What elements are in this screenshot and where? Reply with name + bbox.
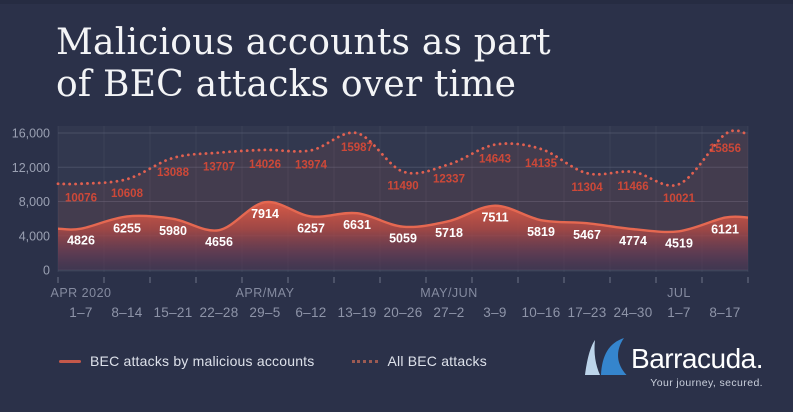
data-label-all-bec: 13088 [157, 167, 190, 179]
x-axis-group-label: JUL [667, 286, 691, 300]
data-label-malicious: 5059 [389, 232, 417, 246]
data-label-malicious: 6255 [113, 221, 141, 235]
solid-line-swatch-icon [59, 359, 81, 363]
x-axis-category-label: 1–7 [667, 305, 690, 320]
legend-label: All BEC attacks [387, 353, 487, 369]
legend-label: BEC attacks by malicious accounts [90, 353, 315, 369]
legend-item-malicious-accounts: BEC attacks by malicious accounts [59, 353, 314, 369]
x-axis-category-label: 8–14 [111, 305, 142, 320]
x-axis-category-label: 13–19 [337, 305, 376, 320]
data-label-malicious: 5819 [527, 225, 555, 239]
data-label-all-bec: 11490 [387, 181, 418, 193]
y-axis-tick-label: 8,000 [19, 195, 50, 209]
data-label-malicious: 4826 [67, 234, 95, 248]
x-axis-category-label: 24–30 [613, 305, 652, 320]
data-label-malicious: 7914 [251, 207, 279, 221]
x-axis-group-label: APR 2020 [51, 286, 112, 300]
barracuda-logo: Barracuda. Your journey, secured. [577, 338, 763, 389]
data-label-malicious: 7511 [481, 211, 508, 225]
data-label-malicious: 6121 [711, 223, 739, 237]
chart-canvas: 10076 10608 13088 13707 14026 13974 15987 11490… [12, 126, 750, 320]
data-label-all-bec: 10021 [663, 193, 696, 205]
legend-item-all-bec-attacks: All BEC attacks [352, 353, 487, 369]
y-axis-tick-label: 12,000 [12, 161, 50, 175]
data-label-all-bec: 14135 [525, 158, 558, 170]
page-title: Malicious accounts as part of BEC attack… [56, 22, 551, 106]
page-title-line-2: of BEC attacks over time [56, 64, 517, 105]
y-axis-tick-label: 4,000 [19, 229, 50, 243]
malicious-accounts-line [57, 200, 749, 234]
y-axis-tick-label: 0 [43, 264, 50, 278]
chart-legend: BEC attacks by malicious accounts All BE… [59, 353, 487, 369]
data-label-all-bec: 10076 [65, 193, 97, 205]
x-axis-category-label: 6–12 [295, 305, 326, 320]
x-axis-category-label: 22–28 [199, 305, 238, 320]
data-label-all-bec: 15987 [341, 142, 373, 154]
x-axis-category-label: 27–2 [433, 305, 464, 320]
data-label-all-bec: 12337 [433, 173, 465, 185]
data-label-all-bec: 15856 [709, 143, 741, 155]
data-label-all-bec: 11466 [617, 181, 648, 193]
x-axis-group-label: APR/MAY [236, 286, 295, 300]
all-bec-attacks-dotted-line [56, 129, 750, 187]
x-axis-category-label: 15–21 [153, 305, 192, 320]
data-label-malicious: 4656 [205, 235, 233, 249]
data-label-malicious: 6257 [297, 221, 325, 235]
page-title-line-1: Malicious accounts as part [56, 22, 551, 63]
barracuda-fins-icon [585, 338, 627, 375]
data-label-malicious: 4519 [665, 236, 693, 250]
data-label-malicious: 6631 [343, 218, 371, 232]
data-label-all-bec: 11304 [571, 182, 603, 194]
x-axis-category-label: 29–5 [249, 305, 280, 320]
data-label-all-bec: 13974 [295, 159, 328, 171]
x-axis-category-label: 10–16 [521, 305, 560, 320]
data-label-malicious: 4774 [619, 234, 647, 248]
y-axis-tick-label: 16,000 [12, 127, 50, 141]
data-label-malicious: 5718 [435, 226, 463, 240]
x-axis-group-label: MAY/JUN [420, 286, 477, 300]
data-label-all-bec: 14643 [479, 154, 511, 166]
data-label-malicious: 5980 [159, 224, 187, 238]
bec-attacks-chart: 10076 10608 13088 13707 14026 13974 15987 11490… [12, 126, 750, 320]
x-axis-category-label: 17–23 [567, 305, 606, 320]
top-band [0, 0, 793, 4]
malicious-accounts-area [58, 201, 748, 270]
dotted-line-swatch-icon [352, 359, 379, 363]
x-axis-category-label: 8–17 [709, 305, 740, 320]
barracuda-tagline: Your journey, secured. [650, 377, 763, 389]
data-label-all-bec: 13707 [203, 162, 235, 174]
x-axis-category-label: 3–9 [483, 305, 506, 320]
data-label-all-bec: 14026 [249, 159, 281, 171]
data-label-all-bec: 10608 [111, 188, 144, 200]
x-axis-category-label: 1–7 [69, 305, 92, 320]
data-label-malicious: 5467 [573, 228, 601, 242]
barracuda-wordmark: Barracuda. [631, 343, 763, 374]
x-axis-category-label: 20–26 [383, 305, 422, 320]
